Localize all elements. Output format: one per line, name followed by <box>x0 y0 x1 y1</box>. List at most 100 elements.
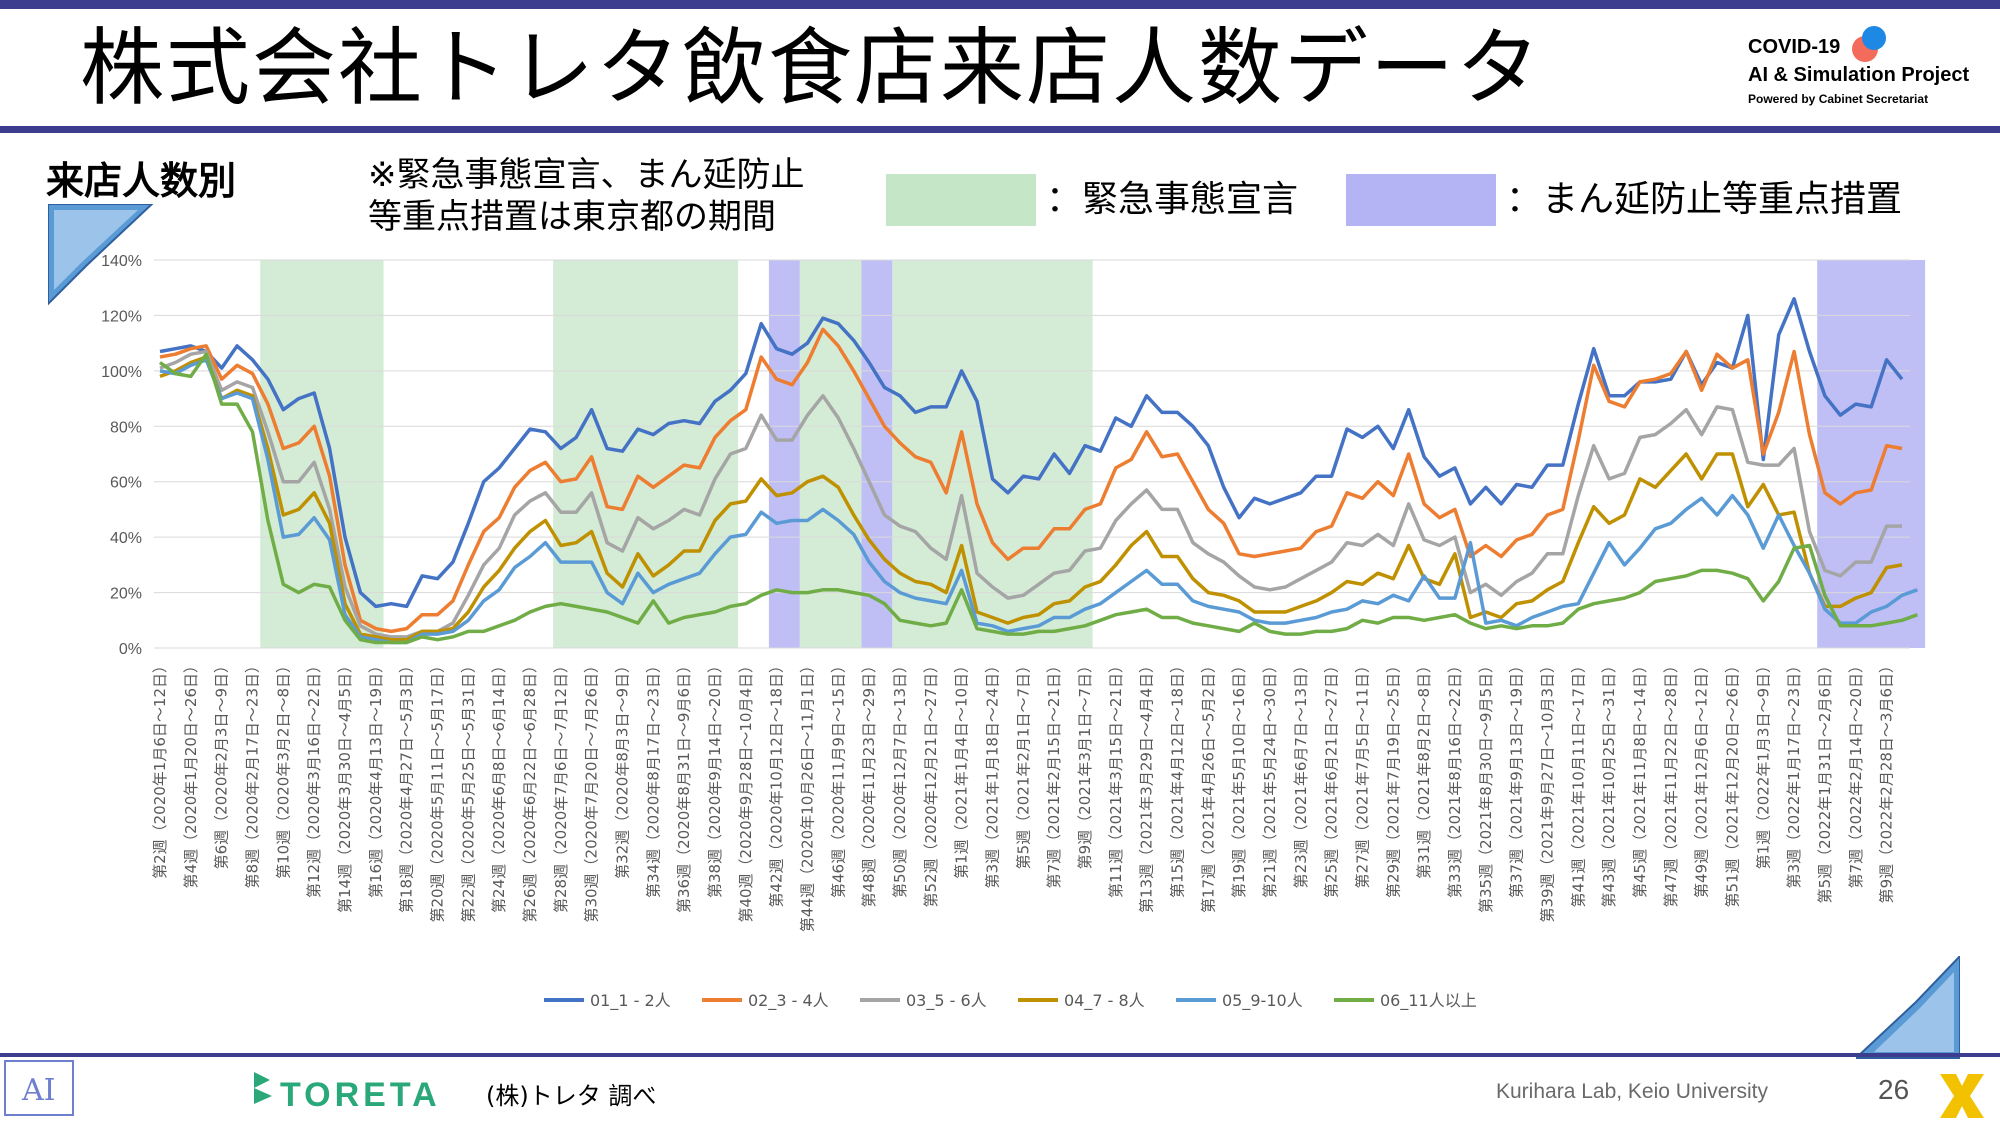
corner-decoration-bottom-right <box>1856 956 1960 1059</box>
page-title: 株式会社トレタ飲食店来店人数データ <box>80 19 1543 117</box>
legend-label: 04_7 - 8人 <box>1064 991 1145 1011</box>
y-tick-label: 100% <box>101 364 142 381</box>
x-tick-label: 第52週（2020年12月21日～27日） <box>922 658 940 908</box>
x-tick-label: 第30週（2020年7月20日～7月26日） <box>583 658 601 923</box>
x-tick-label: 第41週（2021年10月11日～17日） <box>1569 658 1587 908</box>
period-note: ※緊急事態宣言、まん延防止 等重点措置は東京都の期間 <box>368 154 805 238</box>
series-legend: 01_1 - 2人 02_3 - 4人 03_5 - 6人 04_7 - 8人 05_9… <box>544 991 1477 1011</box>
logo-line3: Powered by Cabinet Secretariat <box>1748 92 1929 106</box>
title-divider <box>0 126 2000 133</box>
covid-ai-logo: COVID-19 AI & Simulation Project Powered… <box>1748 24 1988 114</box>
x-tick-label: 第23週（2021年6月7日～13日） <box>1292 658 1310 888</box>
x-tick-label: 第17週（2021年4月26日～5月2日） <box>1199 658 1217 913</box>
x-tick-label: 第13週（2021年3月29日～4月4日） <box>1138 658 1156 913</box>
x-tick-label: 第5週（2022年1月31日～2月6日） <box>1816 658 1834 903</box>
x-tick-label: 第11週（2021年3月15日～21日） <box>1107 658 1125 898</box>
x-tick-label: 第19週（2021年5月10日～16日） <box>1230 658 1248 898</box>
section-label: 来店人数別 <box>46 159 237 203</box>
x-tick-label: 第45週（2021年11月8日～14日） <box>1631 658 1649 898</box>
x-tick-label: 第47週（2021年11月22日～28日） <box>1662 658 1680 908</box>
toreta-mark-icon <box>250 1070 280 1115</box>
x-tick-label: 第29週（2021年7月19日～25日） <box>1384 658 1402 898</box>
x-tick-label: 第15週（2021年4月12日～18日） <box>1168 658 1186 898</box>
emergency-legend-label: ：緊急事態宣言 <box>1046 179 1299 220</box>
x-tick-label: 第7週（2021年2月15日～21日） <box>1045 658 1063 888</box>
period-note-line2: 等重点措置は東京都の期間 <box>368 197 776 237</box>
y-tick-label: 60% <box>110 475 142 492</box>
x-tick-label: 第36週（2020年8月31日～9月6日） <box>675 658 693 913</box>
x-logo-icon <box>1940 1074 1984 1118</box>
x-tick-label: 第1週（2022年1月3日～9日） <box>1754 658 1772 869</box>
x-tick-label: 第39週（2021年9月27日～10月3日） <box>1538 658 1556 923</box>
x-tick-label: 第16週（2020年4月13日～19日） <box>367 658 385 898</box>
series-line <box>159 355 1903 642</box>
credit-text: Kurihara Lab, Keio University <box>1496 1080 1768 1103</box>
legend-label: 06_11人以上 <box>1380 991 1477 1011</box>
toreta-logo-text: TORETA <box>280 1076 441 1114</box>
top-bar <box>0 0 2000 9</box>
x-tick-label: 第7週（2022年2月14日～20日） <box>1847 658 1865 888</box>
x-tick-label: 第3週（2021年1月18日～24日） <box>983 658 1001 888</box>
manbou-legend-swatch <box>1346 174 1496 226</box>
series-line <box>159 349 1902 639</box>
logo-line2: AI & Simulation Project <box>1748 64 1970 86</box>
x-tick-label: 第22週（2020年5月25日～5月31日） <box>459 658 477 923</box>
corner-decoration-top-left <box>48 204 154 306</box>
x-tick-label: 第44週（2020年10月26日～11月1日） <box>798 658 816 932</box>
y-tick-label: 80% <box>110 419 142 436</box>
visitor-count-chart: 0% 20% 40% 60% 80% 100% 120% 140% 第2週（2020年1月6日… <box>101 253 1926 1011</box>
svg-text:AI: AI <box>21 1073 56 1108</box>
x-tick-label: 第33週（2021年8月16日～22日） <box>1446 658 1464 898</box>
emergency-band <box>799 260 862 648</box>
x-tick-label: 第51週（2021年12月20日～26日） <box>1723 658 1741 908</box>
emergency-band <box>892 260 1093 648</box>
manbou-legend-label: ：まん延防止等重点措置 <box>1506 179 1903 220</box>
x-tick-label: 第32週（2020年8月3日～9日） <box>613 658 631 879</box>
emergency-legend-swatch <box>886 174 1036 226</box>
x-tick-label: 第42週（2020年10月12日～18日） <box>768 658 786 908</box>
x-tick-label: 第4週（2020年1月20日～26日） <box>182 658 200 888</box>
x-tick-label: 第3週（2022年1月17日～23日） <box>1785 658 1803 888</box>
x-tick-labels: 第2週（2020年1月6日～12日） 第4週（2020年1月20日～26日） 第6週… <box>151 658 1896 932</box>
x-tick-label: 第28週（2020年7月6日～7月12日） <box>552 658 570 913</box>
footer-divider <box>0 1053 2000 1057</box>
page-number: 26 <box>1878 1074 1910 1105</box>
x-tick-label: 第24週（2020年6月8日～6月14日） <box>490 658 508 913</box>
x-tick-label: 第40週（2020年9月28日～10月4日） <box>737 658 755 923</box>
x-tick-label: 第5週（2021年2月1日～7日） <box>1014 658 1032 869</box>
period-note-line1: ※緊急事態宣言、まん延防止 <box>368 155 805 195</box>
logo-dot-blue <box>1862 26 1886 50</box>
data-source: (株)トレタ 調べ <box>486 1082 657 1110</box>
x-tick-label: 第20週（2020年5月11日～5月17日） <box>428 658 446 923</box>
legend-label: 05_9-10人 <box>1222 991 1303 1011</box>
x-tick-label: 第18週（2020年4月27日～5月3日） <box>398 658 416 913</box>
lab-logo-icon: AI <box>4 1060 74 1116</box>
y-grid: 0% 20% 40% 60% 80% 100% 120% 140% <box>101 253 1910 658</box>
series-line <box>159 358 1918 645</box>
x-tick-label: 第9週（2022年2月28日～3月6日） <box>1878 658 1896 903</box>
x-tick-label: 第10週（2020年3月2日～8日） <box>274 658 292 879</box>
x-tick-label: 第6週（2020年2月3日～9日） <box>213 658 231 869</box>
x-tick-label: 第21週（2021年5月24日～30日） <box>1261 658 1279 898</box>
series-line <box>159 297 1904 609</box>
y-tick-label: 40% <box>110 530 142 547</box>
x-tick-label: 第46週（2020年11月9日～15日） <box>829 658 847 898</box>
series-line <box>159 327 1903 634</box>
x-tick-label: 第2週（2020年1月6日～12日） <box>151 658 169 879</box>
y-tick-label: 140% <box>101 253 142 270</box>
x-tick-label: 第12週（2020年3月16日～22日） <box>305 658 323 898</box>
y-tick-label: 120% <box>101 308 142 325</box>
y-tick-label: 20% <box>110 586 142 603</box>
y-tick-label: 0% <box>119 641 142 658</box>
manbou-band <box>1817 260 1926 648</box>
x-tick-label: 第26週（2020年6月22日～6月28日） <box>521 658 539 923</box>
x-tick-label: 第48週（2020年11月23日～29日） <box>860 658 878 908</box>
x-tick-label: 第37週（2021年9月13日～19日） <box>1508 658 1526 898</box>
x-tick-label: 第49週（2021年12月6日～12日） <box>1693 658 1711 898</box>
series-lines <box>158 297 1918 645</box>
x-tick-label: 第31週（2021年8月2日～8日） <box>1415 658 1433 879</box>
x-tick-label: 第34週（2020年8月17日～23日） <box>644 658 662 898</box>
x-tick-label: 第38週（2020年9月14日～20日） <box>706 658 724 898</box>
period-bands <box>260 260 1926 648</box>
x-tick-label: 第27週（2021年7月5日～11日） <box>1353 658 1371 888</box>
